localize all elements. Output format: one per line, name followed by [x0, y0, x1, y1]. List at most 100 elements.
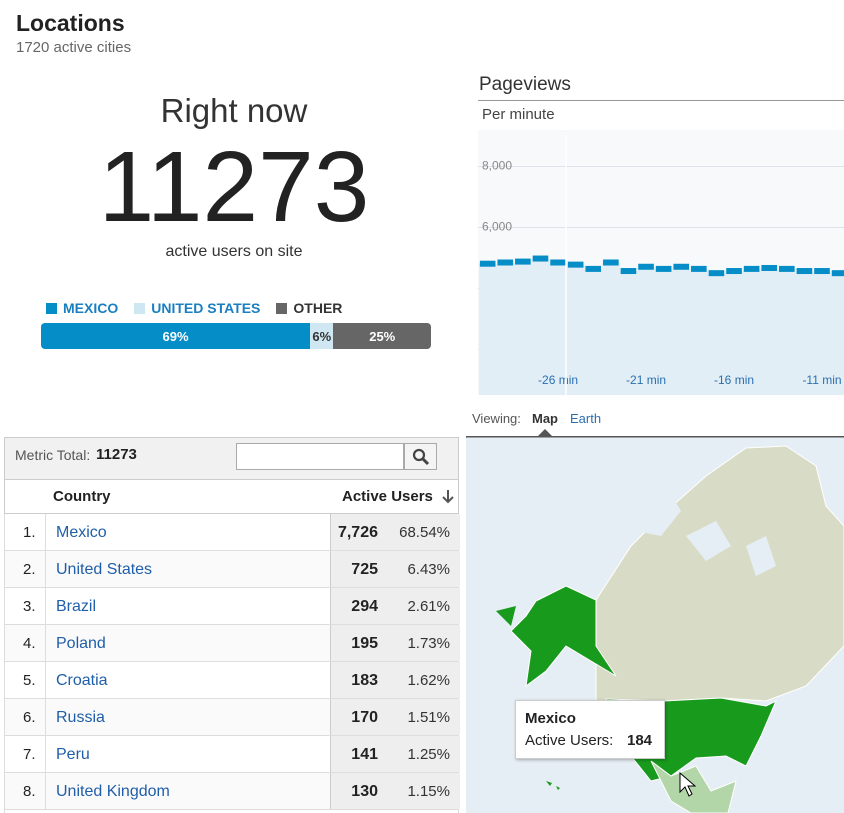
bar-cap	[655, 265, 672, 272]
bar-area	[531, 258, 550, 395]
bar-cap	[761, 264, 778, 271]
country-link[interactable]: Mexico	[56, 524, 107, 541]
metric-bg	[330, 662, 460, 698]
bar-cap	[550, 259, 566, 266]
bar-cap	[814, 268, 830, 275]
rank: 7.	[23, 746, 36, 763]
country-link[interactable]: United States	[56, 561, 153, 578]
bar-area	[813, 271, 832, 395]
cursor	[679, 772, 697, 797]
y-tick-label: 8,000	[482, 159, 512, 173]
bar-area	[514, 261, 533, 395]
view-option[interactable]: Map	[532, 411, 558, 426]
bar-cap	[620, 268, 637, 275]
bar-area	[602, 262, 621, 395]
bar-cap	[726, 268, 742, 275]
rank: 2.	[23, 561, 36, 578]
column-header[interactable]: Country	[53, 488, 111, 505]
column-header[interactable]: Active Users	[342, 488, 433, 505]
bar-cap	[567, 261, 584, 268]
bar-cap	[743, 265, 760, 272]
chart-subtitle: Per minute	[482, 106, 555, 123]
bar-area	[707, 273, 726, 395]
bar-area	[672, 266, 691, 395]
search-button[interactable]	[404, 443, 437, 470]
table-row[interactable]: 5. Croatia 183 1.62%	[4, 662, 460, 699]
x-tick-label: -16 min	[714, 373, 754, 387]
bar-cap	[831, 270, 844, 277]
page-title: Locations	[16, 10, 125, 36]
table-row[interactable]: 1. Mexico 7,726 68.54%	[4, 514, 460, 551]
bar-area	[725, 271, 744, 395]
table-row[interactable]: 6. Russia 170 1.51%	[4, 699, 460, 736]
bar-cap	[515, 258, 531, 265]
percent: 2.61%	[407, 598, 450, 615]
rank: 4.	[23, 635, 36, 652]
country-link[interactable]: Peru	[56, 746, 90, 763]
bar-cap	[585, 265, 602, 272]
bar-area	[742, 268, 761, 395]
bar-cap	[691, 265, 707, 272]
right-now-title: Right now	[160, 92, 308, 129]
rank-col-sep	[45, 588, 46, 624]
table-row[interactable]: 8. United Kingdom 130 1.15%	[4, 773, 460, 810]
rank: 1.	[23, 524, 36, 541]
table-row[interactable]: 7. Peru 141 1.25%	[4, 736, 460, 773]
table-row[interactable]: 3. Brazil 294 2.61%	[4, 588, 460, 625]
map-tooltip: Mexico Active Users: 184	[515, 700, 665, 759]
legend-item: MEXICO	[46, 300, 118, 316]
table-row-partial	[4, 810, 459, 813]
y-tick-label: 6,000	[482, 220, 512, 234]
percent: 1.51%	[407, 709, 450, 726]
legend-swatch	[46, 302, 57, 314]
bar-cap	[497, 259, 514, 266]
users: 725	[351, 561, 378, 578]
rank-col-sep	[45, 773, 46, 809]
metric-bg	[330, 514, 460, 550]
share-segment: 25%	[333, 323, 431, 349]
bar-area	[619, 271, 638, 395]
sort-icon	[442, 490, 454, 504]
legend-label: OTHER	[293, 300, 343, 316]
country-link[interactable]: Russia	[56, 709, 105, 726]
metric-total: 11273	[96, 446, 137, 463]
bar-area	[778, 268, 797, 395]
bar-cap	[673, 263, 690, 270]
active-caption: active users on site	[165, 243, 303, 260]
view-option[interactable]: Earth	[570, 411, 602, 426]
rank: 3.	[23, 598, 36, 615]
percent: 1.25%	[407, 746, 450, 763]
legend-swatch	[134, 302, 146, 314]
legend-item: OTHER	[276, 300, 342, 316]
divider	[478, 100, 844, 101]
country-link[interactable]: Brazil	[56, 598, 97, 615]
share-label: 6%	[312, 328, 332, 344]
country-link[interactable]: United Kingdom	[56, 783, 170, 800]
bar-cap	[479, 260, 496, 267]
users: 141	[351, 746, 378, 763]
x-tick-label: -11 min	[802, 373, 841, 387]
bar-area	[549, 262, 568, 395]
country-link[interactable]: Poland	[56, 635, 106, 652]
table-row[interactable]: 2. United States 725 6.43%	[4, 551, 460, 588]
percent: 1.73%	[407, 635, 450, 652]
x-tick-label: -21 min	[626, 373, 666, 387]
bar-cap	[796, 268, 813, 275]
rank-col-sep	[45, 551, 46, 587]
search-icon	[412, 448, 430, 466]
share-bar: 69% 6% 25%	[41, 323, 431, 349]
x-tick-label: -26 min	[538, 373, 578, 387]
users: 170	[351, 709, 378, 726]
country-link[interactable]: Croatia	[56, 672, 108, 689]
users: 130	[351, 783, 378, 800]
rank: 6.	[23, 709, 36, 726]
bar-area	[760, 267, 779, 395]
metric-bg	[330, 588, 460, 624]
bar-area	[795, 271, 814, 395]
table-row[interactable]: 4. Poland 195 1.73%	[4, 625, 460, 662]
share-label: 69%	[162, 328, 189, 344]
search-input[interactable]	[236, 443, 404, 470]
bar-area	[478, 263, 497, 395]
chart-title: Pageviews	[479, 74, 571, 95]
